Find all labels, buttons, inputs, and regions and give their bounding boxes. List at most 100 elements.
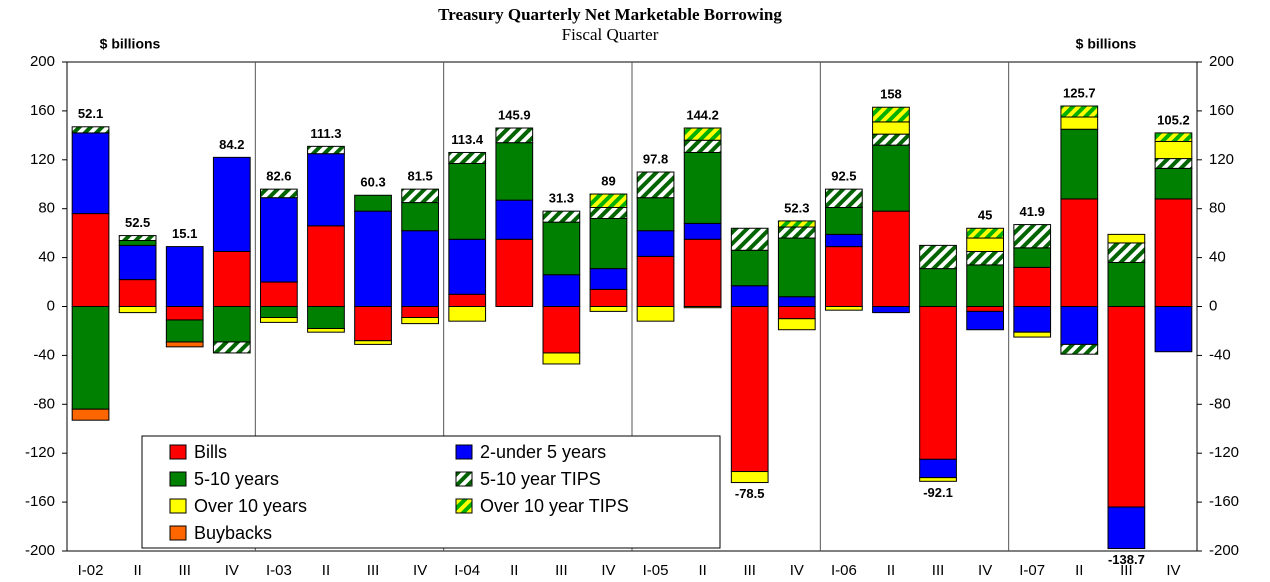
- bar-segment: [542, 221, 581, 276]
- bar-segment: [495, 199, 534, 240]
- bar-segment: [71, 126, 110, 134]
- bar-segment: [307, 145, 345, 155]
- bar-segment: [165, 319, 204, 343]
- total-label: 105.2: [1157, 112, 1190, 127]
- bar-segment: [636, 255, 675, 308]
- bar-segment: [966, 264, 1004, 307]
- total-label: 52.1: [78, 106, 103, 121]
- bar-segment: [636, 171, 675, 199]
- legend-swatch: [169, 498, 187, 514]
- y2-tick-label: 0: [1209, 297, 1217, 314]
- bar-segment: [542, 352, 581, 365]
- bar-segment: [1107, 506, 1146, 550]
- x-tick-label: II: [887, 562, 895, 577]
- bar-segment: [1154, 167, 1193, 200]
- chart-title: Treasury Quarterly Net Marketable Borrow…: [438, 5, 782, 24]
- bar-segment: [825, 206, 863, 235]
- bar-segment: [966, 250, 1004, 266]
- bar-segment: [401, 317, 439, 325]
- bar-segment: [354, 306, 392, 342]
- y-tick-label: -120: [25, 444, 55, 461]
- bar-segment: [542, 306, 581, 354]
- total-label: 144.2: [686, 107, 719, 122]
- x-tick-label: II: [698, 562, 706, 577]
- y2-tick-label: -40: [1209, 346, 1231, 363]
- y-tick-label: 160: [30, 102, 55, 119]
- bar-segment: [825, 246, 863, 308]
- bar-segment: [966, 237, 1004, 252]
- x-tick-label: I-07: [1019, 562, 1045, 577]
- bar-segment: [872, 121, 910, 135]
- y2-tick-label: 160: [1209, 102, 1234, 119]
- bar-segment: [966, 227, 1004, 239]
- bar-segment: [683, 127, 722, 141]
- bar-segment: [448, 151, 487, 164]
- legend-label: Over 10 year TIPS: [480, 496, 629, 516]
- bar-segment: [307, 225, 345, 307]
- y2-tick-label: 80: [1209, 200, 1226, 217]
- bar-segment: [212, 341, 251, 354]
- bar-segment: [777, 306, 816, 320]
- bar-segment: [1060, 128, 1099, 200]
- x-tick-label: II: [510, 562, 518, 577]
- bar-segment: [448, 293, 487, 307]
- bar-segment: [1154, 132, 1193, 142]
- x-tick-label: I-03: [266, 562, 292, 577]
- bar-segment: [919, 477, 957, 482]
- x-tick-label: III: [743, 562, 756, 577]
- bar-segment: [165, 341, 204, 348]
- x-tick-label: III: [1120, 562, 1133, 577]
- bar-segment: [71, 408, 110, 421]
- y-tick-label: -40: [33, 346, 55, 363]
- bar-segment: [1060, 306, 1099, 345]
- y2-tick-label: 40: [1209, 249, 1226, 266]
- total-label: 31.3: [549, 191, 574, 206]
- legend-label: 5-10 year TIPS: [480, 469, 601, 489]
- bar-segment: [589, 193, 628, 208]
- y-tick-label: 0: [47, 297, 55, 314]
- y2-tick-label: -80: [1209, 395, 1231, 412]
- total-label: 60.3: [360, 175, 385, 190]
- bar-segment: [777, 226, 816, 239]
- bar-segment: [1013, 331, 1052, 338]
- total-label: 41.9: [1020, 204, 1045, 219]
- y2-axis-label: $ billions: [1076, 36, 1137, 52]
- bar-segment: [307, 306, 345, 330]
- total-label: 52.3: [784, 200, 809, 215]
- bar-segment: [165, 246, 204, 308]
- bar-segment: [260, 306, 298, 319]
- bar-segment: [589, 268, 628, 290]
- y2-tick-label: 200: [1209, 53, 1234, 70]
- total-label: 52.5: [125, 215, 150, 230]
- x-tick-label: IV: [790, 562, 804, 577]
- x-tick-label: IV: [601, 562, 615, 577]
- bar-segment: [919, 458, 957, 479]
- bar-segment: [683, 151, 722, 224]
- bar-segment: [825, 188, 863, 208]
- bar-segment: [589, 217, 628, 270]
- legend-label: Buybacks: [194, 523, 272, 543]
- total-label: 15.1: [172, 226, 197, 241]
- legend-label: 5-10 years: [194, 469, 279, 489]
- bar-segment: [636, 230, 675, 257]
- bar-segment: [825, 306, 863, 311]
- bar-segment: [212, 250, 251, 308]
- bar-segment: [683, 139, 722, 153]
- bar-segment: [307, 153, 345, 227]
- bar-segment: [872, 144, 910, 212]
- legend-label: Bills: [194, 442, 227, 462]
- bar-segment: [730, 285, 769, 307]
- bar-segment: [495, 142, 534, 201]
- bar-segment: [401, 202, 439, 232]
- total-label: 84.2: [219, 137, 244, 152]
- bar-segment: [730, 249, 769, 287]
- y2-tick-label: -120: [1209, 444, 1239, 461]
- bar-segment: [401, 188, 439, 204]
- bar-segment: [71, 132, 110, 215]
- legend-swatch: [455, 471, 473, 487]
- legend-swatch: [455, 498, 473, 514]
- bar-segment: [919, 268, 957, 308]
- bar-segment: [919, 306, 957, 460]
- total-label: 92.5: [831, 169, 856, 184]
- bar-segment: [872, 106, 910, 123]
